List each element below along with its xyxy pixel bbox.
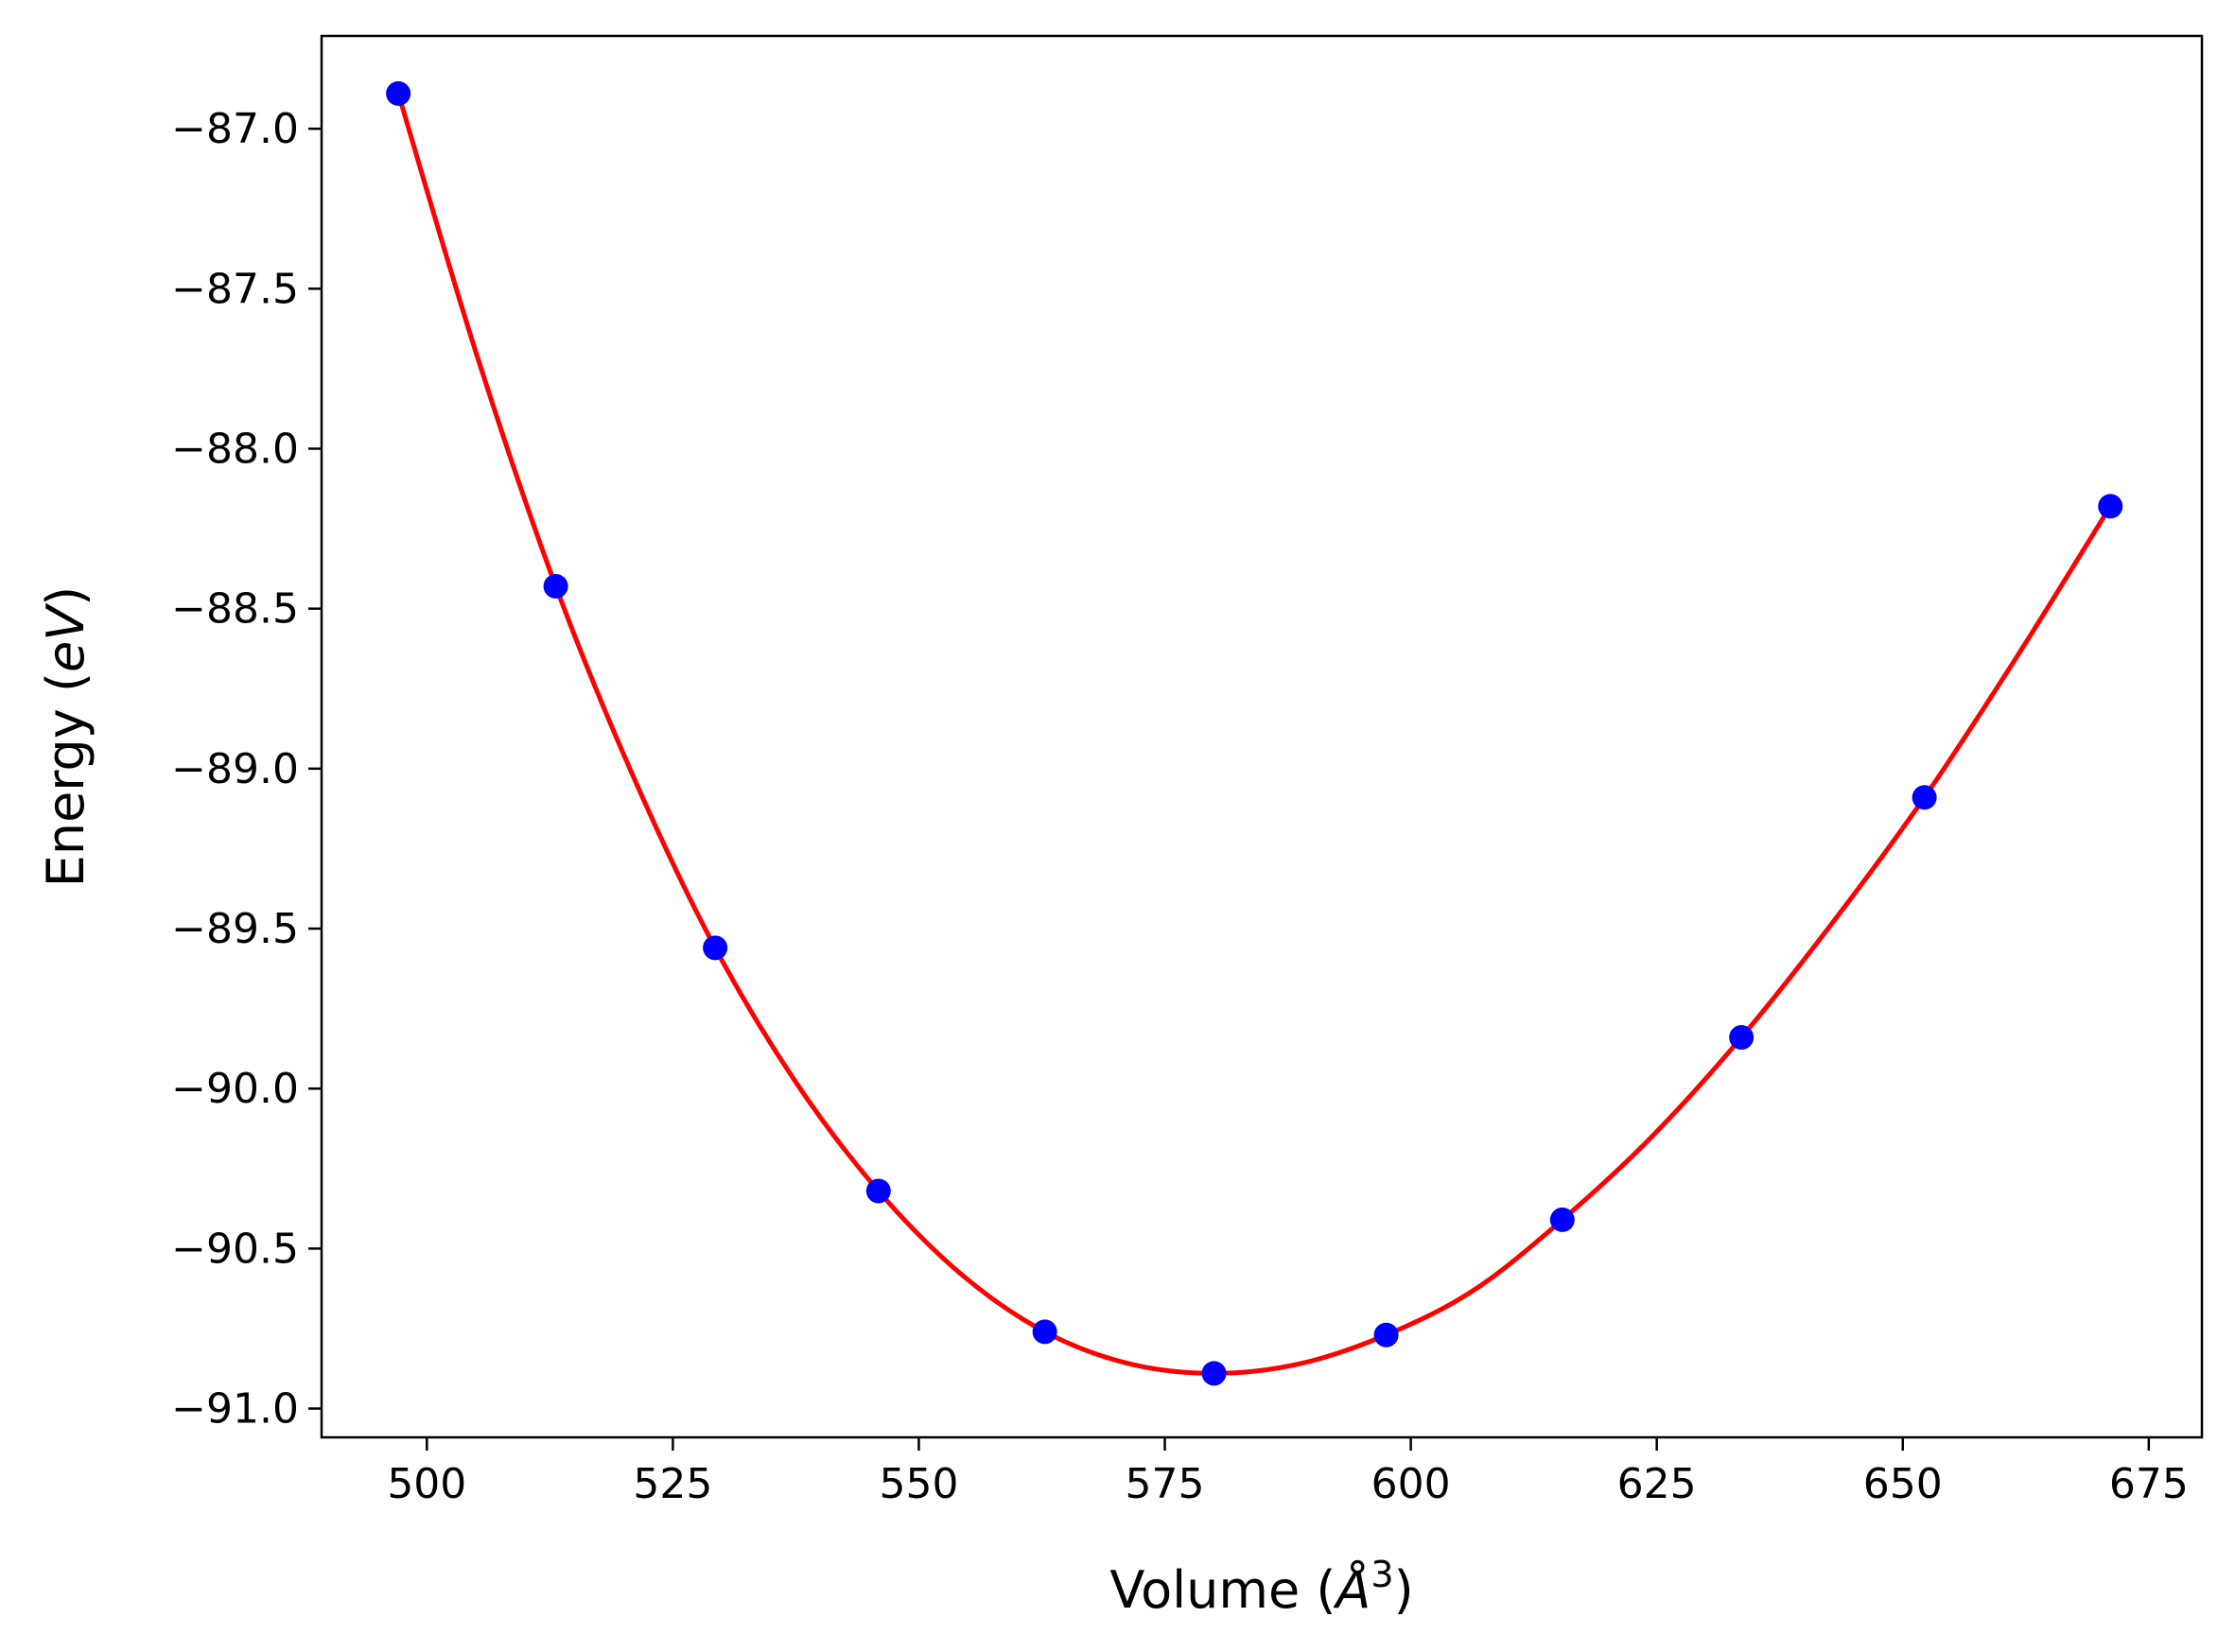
y-tick-label: −88.0 [171,425,299,473]
data-point [865,1178,891,1204]
data-point [1729,1025,1755,1051]
data-point [1032,1319,1057,1345]
x-tick-label: 575 [1126,1460,1205,1508]
y-tick-label: −88.5 [171,585,299,634]
x-tick-label: 525 [633,1460,712,1508]
x-tick-label: 500 [387,1460,466,1508]
x-tick-label: 600 [1371,1460,1451,1508]
y-axis-label: Energy (eV) [36,586,96,888]
y-tick-label: −90.0 [171,1065,299,1113]
plot-area [386,80,2123,1386]
x-tick-label: 650 [1863,1460,1943,1508]
data-point [543,573,568,599]
x-tick-label: 625 [1617,1460,1697,1508]
y-tick-label: −90.5 [171,1225,299,1273]
y-tick-label: −87.5 [171,265,299,313]
data-point [2098,494,2123,519]
y-tick-label: −89.5 [171,905,299,953]
data-point [386,80,411,106]
data-point [703,935,728,961]
x-axis-label: Volume (Å3) [1109,1554,1413,1620]
y-tick-label: −91.0 [171,1385,299,1434]
y-tick-label: −87.0 [171,105,299,153]
fit-curve [395,93,2113,1376]
x-tick-label: 675 [2109,1460,2189,1508]
y-axis-ticks: −87.0 −87.5 −88.0 −88.5 −89.0 −89.5 −90.0 −90.5… [171,105,322,1434]
data-point [1549,1207,1575,1232]
x-tick-label: 550 [879,1460,958,1508]
data-point [1912,785,1937,810]
y-tick-label: −89.0 [171,745,299,793]
data-point [1201,1361,1227,1386]
axes-frame [320,34,2204,1439]
x-axis-ticks: 500 525 550 575 600 625 650 675 [387,1437,2189,1508]
data-point [1373,1322,1399,1348]
